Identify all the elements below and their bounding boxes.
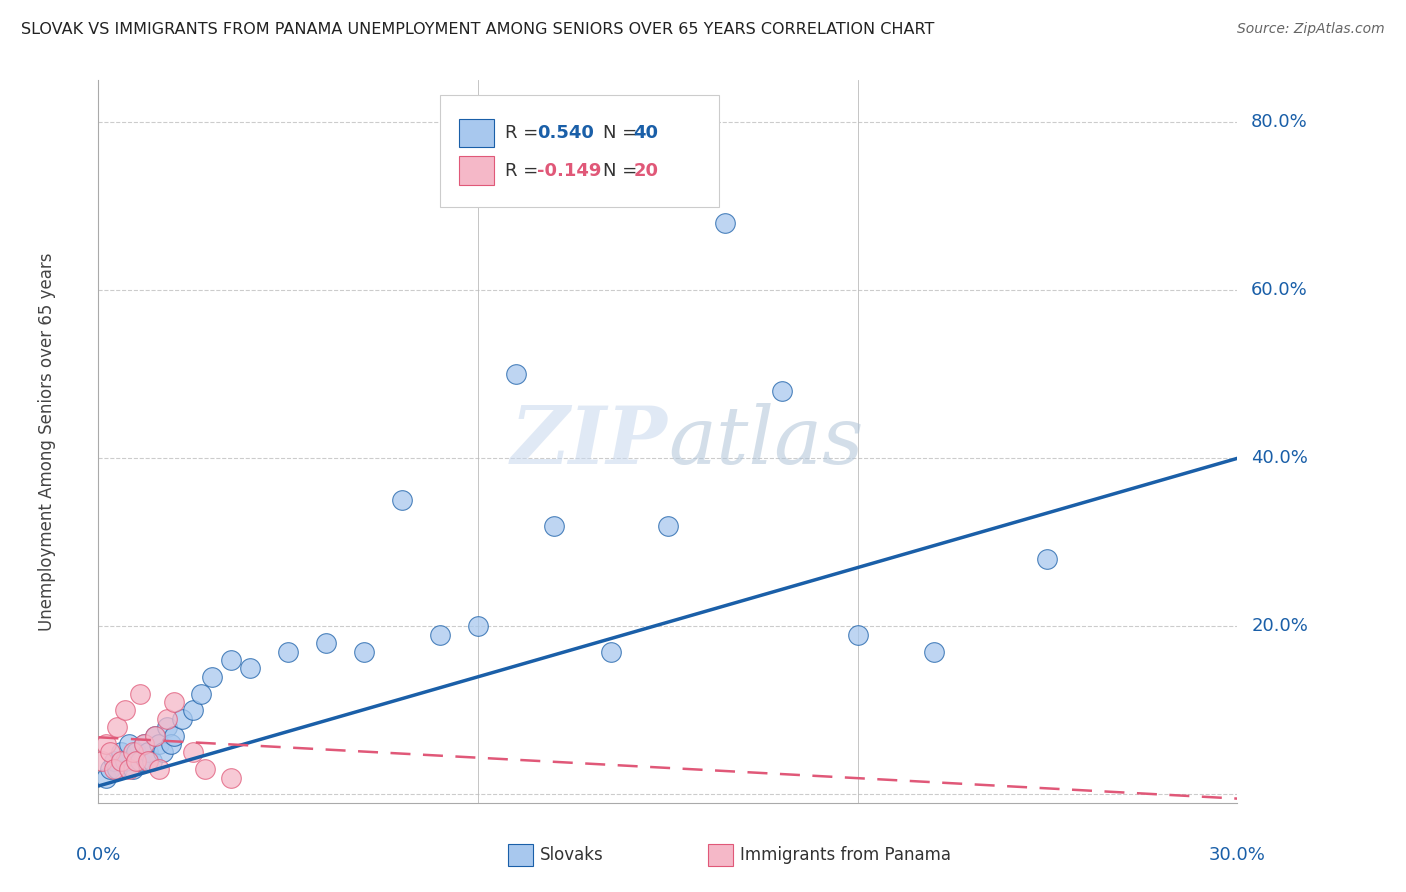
Point bbox=[353, 644, 375, 658]
Text: -0.149: -0.149 bbox=[537, 161, 602, 179]
Point bbox=[277, 644, 299, 658]
Text: R =: R = bbox=[505, 124, 544, 142]
Point bbox=[156, 712, 179, 726]
Text: N =: N = bbox=[603, 124, 643, 142]
Point bbox=[121, 745, 143, 759]
Point bbox=[543, 518, 565, 533]
Point bbox=[600, 644, 623, 658]
Point bbox=[118, 737, 141, 751]
Point bbox=[1036, 552, 1059, 566]
Point bbox=[429, 628, 451, 642]
Point bbox=[315, 636, 337, 650]
Point bbox=[145, 729, 167, 743]
Point bbox=[132, 737, 155, 751]
Point bbox=[239, 661, 262, 675]
Point bbox=[163, 695, 186, 709]
Text: 40.0%: 40.0% bbox=[1251, 450, 1308, 467]
Point bbox=[221, 771, 243, 785]
Point bbox=[467, 619, 489, 633]
Point bbox=[132, 737, 155, 751]
Point bbox=[194, 762, 217, 776]
Bar bbox=[460, 156, 494, 185]
Text: R =: R = bbox=[505, 161, 544, 179]
Point bbox=[148, 737, 170, 751]
Point bbox=[94, 737, 117, 751]
Point bbox=[190, 687, 212, 701]
Point bbox=[221, 653, 243, 667]
Point bbox=[163, 729, 186, 743]
Point bbox=[136, 754, 159, 768]
Point bbox=[129, 687, 152, 701]
Point bbox=[170, 712, 193, 726]
Point bbox=[125, 745, 148, 759]
Point bbox=[107, 762, 129, 776]
Point bbox=[156, 720, 179, 734]
Point bbox=[183, 745, 205, 759]
Text: SLOVAK VS IMMIGRANTS FROM PANAMA UNEMPLOYMENT AMONG SENIORS OVER 65 YEARS CORREL: SLOVAK VS IMMIGRANTS FROM PANAMA UNEMPLO… bbox=[21, 22, 935, 37]
Point bbox=[201, 670, 224, 684]
Text: N =: N = bbox=[603, 161, 643, 179]
Point bbox=[94, 771, 117, 785]
Bar bbox=[509, 844, 533, 865]
Text: Source: ZipAtlas.com: Source: ZipAtlas.com bbox=[1237, 22, 1385, 37]
Text: 40: 40 bbox=[634, 124, 658, 142]
Point bbox=[125, 754, 148, 768]
Point bbox=[98, 762, 121, 776]
Bar bbox=[707, 844, 733, 865]
Point bbox=[145, 729, 167, 743]
Point bbox=[148, 762, 170, 776]
Point bbox=[121, 762, 143, 776]
Text: Slovaks: Slovaks bbox=[540, 846, 605, 863]
Point bbox=[114, 754, 136, 768]
Text: atlas: atlas bbox=[668, 403, 863, 480]
Point bbox=[141, 754, 163, 768]
Text: 60.0%: 60.0% bbox=[1251, 281, 1308, 300]
Point bbox=[129, 754, 152, 768]
Point bbox=[103, 754, 125, 768]
Point bbox=[159, 737, 181, 751]
Point bbox=[91, 754, 114, 768]
Point bbox=[657, 518, 679, 533]
Text: 0.540: 0.540 bbox=[537, 124, 593, 142]
Point bbox=[846, 628, 869, 642]
Point bbox=[136, 745, 159, 759]
FancyBboxPatch shape bbox=[440, 95, 718, 207]
Point bbox=[922, 644, 945, 658]
Text: 80.0%: 80.0% bbox=[1251, 113, 1308, 131]
Text: 30.0%: 30.0% bbox=[1209, 847, 1265, 864]
Point bbox=[107, 720, 129, 734]
Point bbox=[118, 762, 141, 776]
Text: 20.0%: 20.0% bbox=[1251, 617, 1308, 635]
Bar bbox=[460, 119, 494, 147]
Point bbox=[770, 384, 793, 398]
Text: Unemployment Among Seniors over 65 years: Unemployment Among Seniors over 65 years bbox=[38, 252, 56, 631]
Point bbox=[103, 762, 125, 776]
Text: Immigrants from Panama: Immigrants from Panama bbox=[740, 846, 950, 863]
Point bbox=[391, 493, 413, 508]
Text: 20: 20 bbox=[634, 161, 658, 179]
Point bbox=[110, 745, 132, 759]
Point bbox=[183, 703, 205, 717]
Point bbox=[114, 703, 136, 717]
Point bbox=[98, 745, 121, 759]
Point bbox=[152, 745, 174, 759]
Point bbox=[505, 368, 527, 382]
Text: ZIP: ZIP bbox=[510, 403, 668, 480]
Text: 0.0%: 0.0% bbox=[76, 847, 121, 864]
Point bbox=[110, 754, 132, 768]
Point bbox=[714, 216, 737, 230]
